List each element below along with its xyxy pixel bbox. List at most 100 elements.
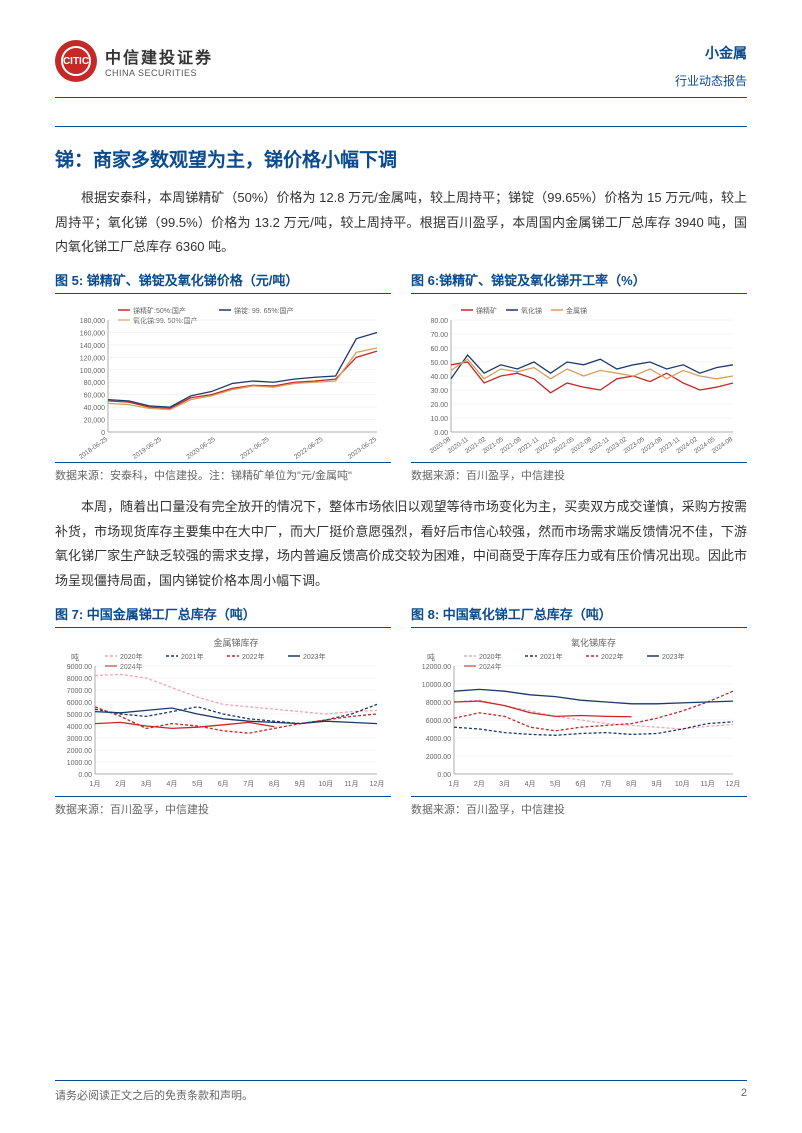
svg-text:2022年: 2022年: [601, 652, 624, 661]
chart6-title: 图 6:锑精矿、锑锭及氧化锑开工率（%）: [411, 270, 747, 294]
svg-text:12000.00: 12000.00: [422, 664, 451, 671]
page-number: 2: [741, 1087, 747, 1103]
chart-row-1: 图 5: 锑精矿、锑锭及氧化锑价格（元/吨） 锑精矿:50%:国产 锑锭: 99.…: [55, 270, 747, 483]
svg-text:10月: 10月: [318, 780, 333, 788]
svg-text:金属锑: 金属锑: [566, 306, 587, 315]
svg-text:20,000: 20,000: [84, 418, 106, 425]
svg-text:2024年: 2024年: [120, 662, 143, 671]
svg-text:8月: 8月: [626, 780, 637, 788]
svg-text:2021年: 2021年: [181, 652, 204, 661]
svg-text:70.00: 70.00: [430, 332, 448, 339]
header-divider: [55, 97, 747, 98]
svg-text:180,000: 180,000: [80, 318, 105, 325]
chart5: 锑精矿:50%:国产锑锭: 99. 65%:国产氧化锑:99. 50%:国产02…: [55, 300, 391, 460]
svg-text:1月: 1月: [90, 780, 101, 788]
svg-text:4月: 4月: [525, 780, 536, 788]
page-footer: 请务必阅读正文之后的免责条款和声明。 2: [55, 1080, 747, 1103]
svg-text:11月: 11月: [344, 780, 358, 788]
svg-text:80.00: 80.00: [430, 318, 448, 325]
svg-text:4000.00: 4000.00: [426, 736, 451, 743]
svg-text:7000.00: 7000.00: [67, 688, 92, 695]
svg-text:1000.00: 1000.00: [67, 760, 92, 767]
category: 小金属: [675, 40, 747, 66]
section-divider: [55, 126, 747, 127]
svg-text:锑锭: 99. 65%:国产: 锑锭: 99. 65%:国产: [234, 306, 294, 315]
chart8: 氧化锑库存吨 2020年 2021年 2022年 2023年 2024年 0.00 2000.…: [411, 634, 747, 794]
svg-text:50.00: 50.00: [430, 360, 448, 367]
svg-text:140,000: 140,000: [80, 343, 105, 350]
svg-text:9000.00: 9000.00: [67, 664, 92, 671]
svg-text:5月: 5月: [550, 780, 561, 788]
logo-en: CHINA SECURITIES: [105, 68, 213, 78]
svg-text:0.00: 0.00: [437, 772, 451, 779]
svg-text:60.00: 60.00: [430, 346, 448, 353]
chart6: 锑精矿氧化锑金属锑0.0010.0020.0030.0040.0050.0060…: [411, 300, 747, 460]
svg-text:11月: 11月: [700, 780, 714, 788]
svg-text:2023年: 2023年: [662, 652, 685, 661]
chart5-source: 数据来源：安泰科，中信建投。注：锑精矿单位为"元/金属吨": [55, 462, 391, 483]
svg-text:10月: 10月: [675, 780, 690, 788]
svg-text:3月: 3月: [499, 780, 510, 788]
svg-text:12月: 12月: [370, 780, 385, 788]
svg-text:吨: 吨: [427, 652, 435, 662]
svg-text:9月: 9月: [651, 780, 662, 788]
chart6-source: 数据来源：百川盈孚，中信建投: [411, 462, 747, 483]
svg-text:锑精矿: 锑精矿: [476, 306, 497, 315]
svg-text:6000.00: 6000.00: [67, 700, 92, 707]
svg-text:7月: 7月: [243, 780, 254, 788]
svg-text:4000.00: 4000.00: [67, 724, 92, 731]
svg-text:氧化锑:99. 50%:国产: 氧化锑:99. 50%:国产: [133, 316, 198, 325]
svg-text:2020年: 2020年: [479, 652, 502, 661]
svg-text:3000.00: 3000.00: [67, 736, 92, 743]
svg-text:6000.00: 6000.00: [426, 718, 451, 725]
chart8-title: 图 8: 中国氧化锑工厂总库存（吨）: [411, 604, 747, 628]
svg-text:锑精矿:50%:国产: 锑精矿:50%:国产: [133, 306, 186, 315]
svg-text:2024年: 2024年: [479, 662, 502, 671]
svg-text:40.00: 40.00: [430, 374, 448, 381]
section-title: 锑：商家多数观望为主，锑价格小幅下调: [55, 145, 747, 172]
chart7: 金属锑库存吨2020年2021年2022年2023年2024年0.001000.…: [55, 634, 391, 794]
svg-text:160,000: 160,000: [80, 331, 105, 338]
svg-text:2021年: 2021年: [540, 652, 563, 661]
svg-text:4月: 4月: [166, 780, 177, 788]
svg-text:60,000: 60,000: [84, 393, 106, 400]
chart-row-2: 图 7: 中国金属锑工厂总库存（吨） 金属锑库存吨 2020年 2021年 2022年…: [55, 604, 747, 817]
svg-text:5月: 5月: [192, 780, 203, 788]
svg-text:6月: 6月: [218, 780, 229, 788]
svg-text:100,000: 100,000: [80, 368, 105, 375]
page-header: CITIC 中信建投证券 CHINA SECURITIES 小金属 行业动态报告: [55, 40, 747, 89]
chart5-title: 图 5: 锑精矿、锑锭及氧化锑价格（元/吨）: [55, 270, 391, 294]
svg-text:2000.00: 2000.00: [426, 754, 451, 761]
logo-cn: 中信建投证券: [105, 44, 213, 68]
svg-text:8000.00: 8000.00: [426, 700, 451, 707]
svg-text:金属锑库存: 金属锑库存: [213, 637, 258, 648]
disclaimer: 请务必阅读正文之后的免责条款和声明。: [55, 1087, 253, 1103]
svg-text:0.00: 0.00: [78, 772, 92, 779]
logo-icon: CITIC: [55, 40, 97, 82]
svg-text:10000.00: 10000.00: [422, 682, 451, 689]
svg-text:5000.00: 5000.00: [67, 712, 92, 719]
svg-text:30.00: 30.00: [430, 388, 448, 395]
svg-text:0.00: 0.00: [434, 430, 448, 437]
svg-text:2月: 2月: [115, 780, 126, 788]
svg-text:2000.00: 2000.00: [67, 748, 92, 755]
paragraph-1: 根据安泰科，本周锑精矿（50%）价格为 12.8 万元/金属吨，较上周持平；锑锭…: [55, 186, 747, 260]
svg-text:6月: 6月: [575, 780, 586, 788]
svg-text:1月: 1月: [449, 780, 460, 788]
report-type: 行业动态报告: [675, 72, 747, 89]
svg-text:80,000: 80,000: [84, 380, 106, 387]
svg-text:2月: 2月: [474, 780, 485, 788]
chart7-source: 数据来源：百川盈孚，中信建投: [55, 796, 391, 817]
svg-text:2020年: 2020年: [120, 652, 143, 661]
svg-text:20.00: 20.00: [430, 402, 448, 409]
chart7-title: 图 7: 中国金属锑工厂总库存（吨）: [55, 604, 391, 628]
svg-text:40,000: 40,000: [84, 405, 106, 412]
svg-text:2023年: 2023年: [303, 652, 326, 661]
svg-text:8000.00: 8000.00: [67, 676, 92, 683]
svg-text:12月: 12月: [726, 780, 741, 788]
svg-text:氧化锑库存: 氧化锑库存: [571, 637, 616, 648]
svg-text:9月: 9月: [295, 780, 306, 788]
chart8-source: 数据来源：百川盈孚，中信建投: [411, 796, 747, 817]
svg-text:7月: 7月: [601, 780, 612, 788]
svg-text:氧化锑: 氧化锑: [521, 306, 542, 315]
